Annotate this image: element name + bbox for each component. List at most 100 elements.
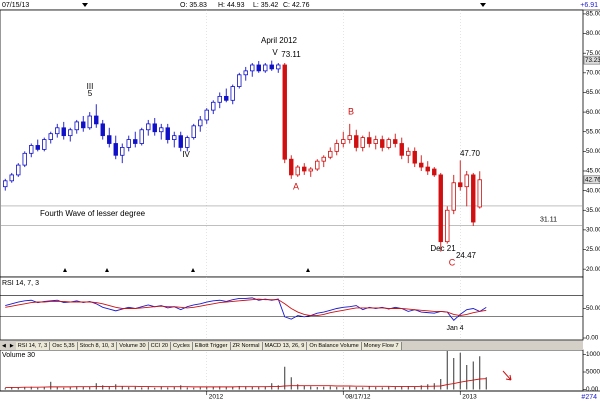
- y-tick-label: 35.00: [586, 207, 600, 214]
- y-tick-label: 25.00: [586, 246, 600, 253]
- date: 07/15/13: [2, 2, 29, 9]
- volume-bar: [108, 386, 110, 390]
- indicator-tab[interactable]: Volume 30: [117, 341, 149, 350]
- candle-body: [263, 64, 268, 72]
- volume-bar: [238, 386, 240, 390]
- candle-body: [393, 139, 398, 144]
- volume-average: [5, 378, 487, 388]
- high-label: H: 44.93: [218, 2, 245, 9]
- candle-body: [42, 139, 47, 150]
- volume-bar: [173, 387, 175, 390]
- y-tick-label: 55.00: [586, 128, 600, 135]
- annotation: C: [449, 257, 456, 267]
- volume-bar: [453, 358, 455, 390]
- indicator-tab[interactable]: CCI 20: [148, 341, 172, 350]
- x-tick-label: 2013: [462, 394, 477, 401]
- price-panel: [0, 9, 584, 278]
- indicator-tab[interactable]: Osc 5,35: [50, 341, 78, 350]
- indicator-tab[interactable]: Money Flow 7: [361, 341, 402, 350]
- volume-bar: [310, 386, 312, 390]
- indicator-tab[interactable]: Stoch 8, 10, 3: [77, 341, 118, 350]
- volume-bar: [368, 386, 370, 390]
- volume-bar: [414, 386, 416, 390]
- candle-body: [269, 64, 274, 70]
- candle-body: [139, 129, 144, 144]
- candle-body: [360, 137, 365, 148]
- volume-bar: [342, 387, 344, 390]
- indicator-tab[interactable]: On Balance Volume: [307, 341, 362, 350]
- candle-body: [341, 139, 346, 144]
- candle-body: [159, 127, 164, 133]
- indicator-tab[interactable]: RSI 14, 7, 3: [15, 341, 51, 350]
- candle-body: [61, 127, 66, 137]
- annotation: A: [293, 181, 299, 191]
- annotation: 5: [88, 89, 93, 98]
- volume-bar: [11, 387, 13, 390]
- volume-bar: [180, 385, 182, 390]
- candle-body: [406, 150, 411, 156]
- candle-body: [334, 143, 339, 152]
- close-label: C: 42.76: [283, 2, 310, 9]
- candle-body: [87, 115, 92, 129]
- volume-bar: [24, 387, 26, 390]
- rsi-title: RSI 14, 7, 3: [2, 280, 39, 287]
- volume-bar: [4, 388, 6, 390]
- candle-body: [198, 119, 203, 127]
- volume-bar: [232, 386, 234, 390]
- volume-bar: [323, 386, 325, 390]
- candle-body: [126, 139, 131, 148]
- indicator-tab[interactable]: Cycles: [171, 341, 193, 350]
- volume-bar: [407, 386, 409, 390]
- candle-body: [250, 64, 255, 72]
- volume-bar: [375, 387, 377, 390]
- volume-bar: [336, 387, 338, 390]
- y-tick-label: 75.00: [586, 50, 600, 57]
- candle-body: [302, 166, 307, 172]
- y-tick-label: 30.00: [586, 227, 600, 234]
- indicator-tab[interactable]: ZR Normal: [230, 341, 263, 350]
- open-label: O: 35.83: [180, 2, 207, 9]
- volume-bar: [147, 387, 149, 390]
- y-tick-label: 80.00: [586, 30, 600, 37]
- indicator-tab[interactable]: MACD 13, 26, 9: [262, 341, 308, 350]
- tab-scroll-right[interactable]: ▶: [9, 342, 14, 349]
- change-label: +6.91: [580, 2, 598, 9]
- candle-body: [399, 143, 404, 156]
- candle-body: [237, 74, 242, 87]
- annotation: B: [348, 106, 354, 116]
- volume-bar: [212, 386, 214, 390]
- candle-body: [451, 182, 456, 211]
- candle-body: [48, 133, 53, 140]
- candle-body: [354, 135, 359, 148]
- volume-bar: [17, 387, 19, 390]
- volume-bar: [362, 387, 364, 390]
- y-tick-label: 5000: [586, 369, 600, 376]
- candle-body: [185, 137, 190, 148]
- candle-body: [172, 135, 177, 140]
- candle-body: [438, 174, 443, 243]
- volume-bar: [258, 387, 260, 390]
- candle-body: [146, 123, 151, 131]
- volume-bar: [160, 386, 162, 390]
- annotation: 47.70: [460, 149, 481, 158]
- indicator-tab[interactable]: Elliott Trigger: [192, 341, 231, 350]
- volume-bar: [303, 386, 305, 390]
- price-marker: 42.76: [585, 176, 600, 183]
- marker-triangle: [82, 3, 88, 7]
- candle-body: [178, 135, 183, 148]
- candle-body: [191, 125, 196, 139]
- x-tick-label: 08/17/12: [345, 394, 371, 401]
- volume-bar: [440, 379, 442, 390]
- volume-bar: [82, 387, 84, 390]
- candle-body: [380, 139, 385, 148]
- price-marker-box: [583, 55, 600, 65]
- annotation: 24.47: [456, 251, 477, 260]
- volume-bar: [349, 386, 351, 390]
- candle-body: [328, 150, 333, 158]
- volume-bar: [43, 387, 45, 390]
- volume-bar: [466, 365, 468, 390]
- tab-scroll-left[interactable]: ◀: [2, 342, 6, 349]
- y-tick-label: 20.00: [586, 266, 600, 273]
- candle-body: [55, 127, 60, 135]
